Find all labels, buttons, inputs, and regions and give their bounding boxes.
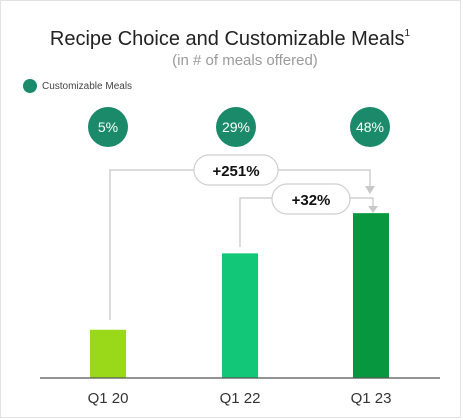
growth-pill-251: +251% — [193, 154, 279, 186]
growth-label-32: +32% — [292, 192, 331, 209]
arrowhead-1 — [365, 186, 375, 194]
legend-swatch-customizable-meals — [23, 79, 37, 93]
growth-pill-32: +32% — [271, 183, 351, 215]
tick-label-q1-23: Q1 23 — [351, 390, 392, 407]
legend-label-customizable-meals: Customizable Meals — [42, 81, 132, 92]
arrowhead-2 — [368, 206, 378, 213]
chart-title-superscript: 1 — [405, 28, 411, 39]
share-circle-q1-20 — [88, 107, 128, 147]
growth-pill-32-bg — [271, 183, 351, 215]
chart-subtitle: (in # of meals offered) — [172, 52, 318, 69]
share-circle-q1-23 — [350, 107, 390, 147]
share-circle-q1-22 — [216, 107, 256, 147]
share-circles: 5% 29% 48% — [88, 107, 390, 147]
bar-q1-22 — [222, 253, 258, 378]
legend: Customizable Meals — [23, 79, 132, 93]
share-label-q1-23: 48% — [356, 119, 384, 135]
bars — [90, 213, 389, 378]
bar-q1-23 — [353, 213, 389, 378]
growth-label-251: +251% — [212, 163, 259, 180]
tick-label-q1-22: Q1 22 — [220, 390, 261, 407]
bar-q1-20 — [90, 329, 126, 378]
chart-title: Recipe Choice and Customizable Meals1 — [50, 28, 411, 50]
tick-label-q1-20: Q1 20 — [88, 390, 129, 407]
growth-pill-251-bg — [193, 154, 279, 186]
arrowheads — [365, 186, 378, 213]
chart-title-text: Recipe Choice and Customizable Meals — [50, 28, 405, 50]
x-axis-ticks: Q1 20 Q1 22 Q1 23 — [88, 390, 392, 407]
share-label-q1-20: 5% — [98, 119, 118, 135]
share-label-q1-22: 29% — [222, 119, 250, 135]
